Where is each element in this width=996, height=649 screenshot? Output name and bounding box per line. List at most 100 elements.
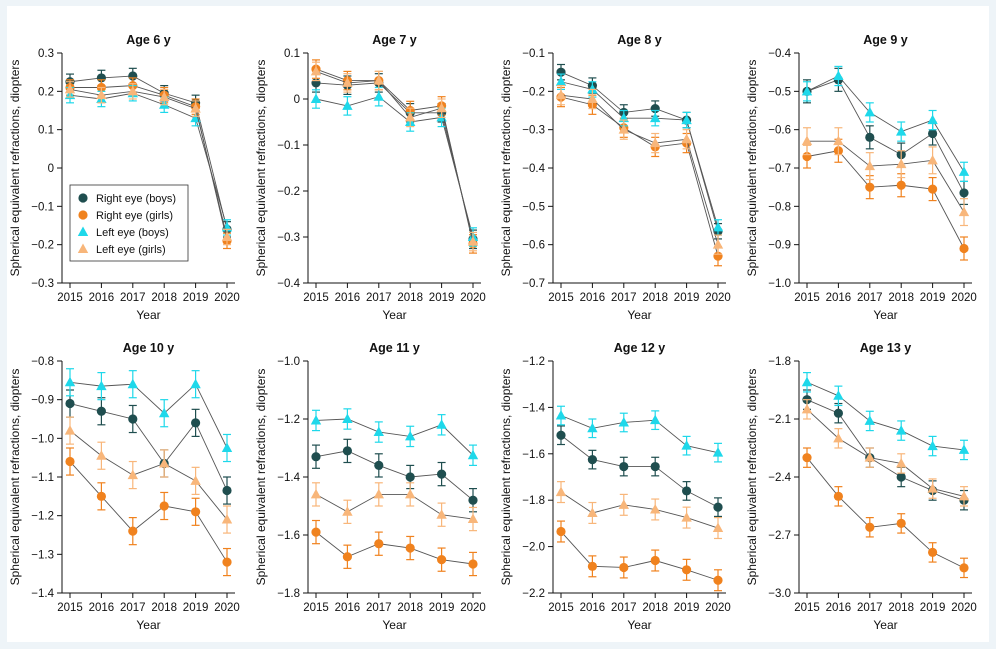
data-point bbox=[405, 472, 415, 482]
data-point bbox=[833, 390, 844, 400]
data-point bbox=[682, 565, 692, 575]
series-line bbox=[315, 418, 474, 456]
data-point bbox=[373, 426, 384, 437]
data-point bbox=[405, 430, 416, 441]
panel-title: Age 8 y bbox=[617, 33, 662, 47]
series-line bbox=[807, 140, 965, 213]
data-point bbox=[619, 562, 629, 573]
y-tick-label: −1.2 bbox=[522, 356, 545, 368]
y-tick-label: −1.8 bbox=[522, 495, 545, 507]
data-point bbox=[342, 552, 352, 562]
data-point bbox=[310, 414, 322, 425]
y-tick-label: −0.2 bbox=[522, 86, 545, 98]
x-tick-label: 2018 bbox=[397, 602, 423, 614]
series-line bbox=[806, 75, 965, 173]
y-axis-label: Spherical equivalent refractions, diopte… bbox=[499, 369, 513, 586]
y-tick-label: −1.4 bbox=[277, 472, 300, 484]
x-tick-label: 2016 bbox=[89, 602, 115, 614]
y-tick-label: 0.2 bbox=[38, 86, 54, 98]
y-tick-label: −1.6 bbox=[277, 530, 300, 542]
y-tick-label: 0 bbox=[48, 163, 54, 175]
x-tick-label: 2020 bbox=[214, 602, 240, 614]
data-point bbox=[927, 114, 938, 125]
series-left-eye-girls bbox=[801, 127, 970, 227]
x-tick-label: 2016 bbox=[580, 292, 606, 304]
data-point bbox=[467, 513, 479, 524]
panel-age-12: Age 12 y −2.2 −2.0 −1.8 −1.6 −1.4 −1.2 2015 2016… bbox=[499, 341, 731, 632]
data-point bbox=[958, 166, 970, 176]
x-tick-label: 2016 bbox=[826, 602, 852, 614]
data-point bbox=[468, 559, 478, 569]
y-tick-label: −0.6 bbox=[768, 125, 791, 137]
data-point bbox=[682, 486, 692, 496]
data-point bbox=[222, 557, 232, 567]
y-tick-label: −0.5 bbox=[768, 86, 791, 98]
data-point bbox=[556, 430, 566, 440]
series-right-eye-girls bbox=[311, 519, 478, 577]
data-point bbox=[342, 506, 353, 516]
data-point bbox=[865, 522, 875, 532]
x-tick-label: 2015 bbox=[794, 602, 820, 614]
y-tick-label: −1.1 bbox=[31, 472, 54, 484]
series-right-eye-girls bbox=[65, 447, 232, 577]
y-tick-label: −1.2 bbox=[277, 414, 300, 426]
x-tick-label: 2018 bbox=[151, 292, 177, 304]
legend: Right eye (boys) Right eye (girls) Left ey… bbox=[69, 184, 189, 262]
x-tick-label: 2017 bbox=[857, 602, 883, 614]
x-tick-label: 2020 bbox=[705, 602, 731, 614]
series-line bbox=[69, 88, 228, 238]
x-tick-label: 2019 bbox=[920, 602, 946, 614]
series-line bbox=[560, 415, 719, 454]
data-point bbox=[64, 425, 76, 435]
data-point bbox=[64, 83, 76, 94]
x-tick-label: 2015 bbox=[303, 602, 329, 614]
data-point bbox=[373, 75, 384, 85]
panel-age-9: Age 9 y −1.0 −0.9 −0.8 −0.7 −0.6 −0.5 −0.4 2015 2… bbox=[745, 33, 977, 322]
y-tick-label: −2.7 bbox=[768, 530, 791, 542]
x-axis-label: Year bbox=[382, 308, 406, 322]
legend-item-left-eye-girls: Left eye (girls) bbox=[77, 243, 166, 256]
series-left-eye-boys bbox=[555, 405, 724, 463]
y-tick-label: −2.2 bbox=[522, 588, 545, 600]
series-line bbox=[69, 461, 228, 563]
data-point bbox=[556, 526, 566, 537]
data-point bbox=[864, 452, 875, 462]
x-tick-label: 2020 bbox=[214, 292, 240, 304]
data-point bbox=[619, 461, 629, 472]
x-tick-label: 2016 bbox=[580, 602, 606, 614]
data-point bbox=[713, 502, 723, 512]
data-point bbox=[712, 447, 724, 457]
series-left-eye-girls bbox=[555, 84, 724, 255]
data-point bbox=[801, 135, 813, 146]
x-tick-label: 2015 bbox=[303, 292, 329, 304]
x-tick-label: 2019 bbox=[429, 602, 455, 614]
y-tick-label: 0 bbox=[294, 94, 300, 106]
data-point bbox=[712, 221, 724, 232]
series-left-eye-boys bbox=[555, 73, 724, 236]
data-point bbox=[342, 413, 353, 423]
data-point bbox=[618, 124, 629, 134]
data-point bbox=[190, 378, 201, 389]
data-point bbox=[650, 555, 660, 566]
data-point bbox=[927, 154, 938, 165]
data-point bbox=[555, 89, 567, 100]
y-tick-label: −1.8 bbox=[277, 588, 300, 600]
data-point bbox=[958, 444, 970, 454]
data-point bbox=[896, 425, 907, 435]
legend-marker bbox=[78, 193, 88, 203]
panel-title: Age 11 y bbox=[369, 341, 420, 355]
y-tick-label: −0.4 bbox=[522, 163, 545, 175]
y-tick-label: −0.1 bbox=[522, 48, 545, 60]
data-point bbox=[311, 452, 321, 462]
series-left-eye-boys bbox=[801, 372, 970, 461]
y-tick-label: −1.4 bbox=[522, 402, 545, 414]
x-tick-label: 2016 bbox=[335, 292, 361, 304]
data-point bbox=[405, 543, 415, 553]
data-point bbox=[896, 457, 907, 468]
y-tick-label: −1.0 bbox=[31, 433, 54, 445]
data-point bbox=[896, 158, 907, 169]
data-point bbox=[310, 65, 322, 76]
y-tick-label: −1.0 bbox=[768, 278, 791, 290]
y-tick-label: −1.6 bbox=[522, 449, 545, 461]
